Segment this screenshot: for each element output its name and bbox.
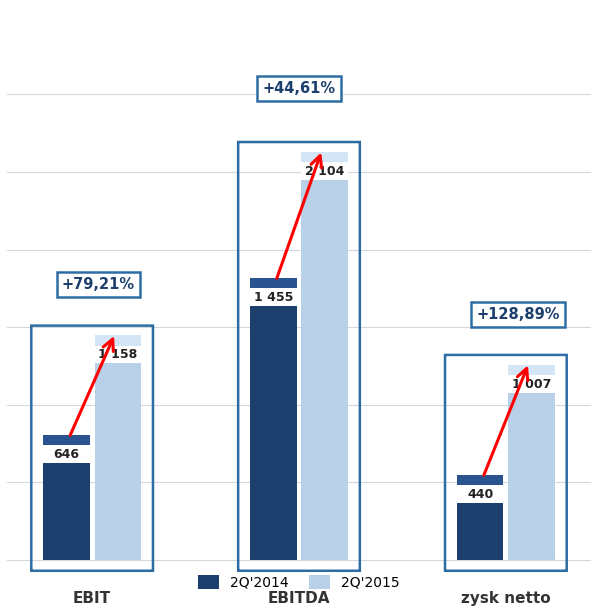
Bar [457,503,504,560]
Text: zysk netto: zysk netto [461,591,551,606]
Bar [508,393,554,560]
Bar [44,434,90,445]
Text: 1 007: 1 007 [512,378,551,390]
Text: 440: 440 [467,488,493,500]
Bar [457,485,504,503]
Bar [508,375,554,393]
Bar [94,335,141,346]
Bar [301,163,347,180]
Text: 1 158: 1 158 [98,348,138,361]
Bar [508,365,554,375]
Text: 2 104: 2 104 [305,164,344,178]
Bar [301,152,347,163]
Bar [44,463,90,560]
Text: 1 455: 1 455 [254,291,293,304]
Bar [251,306,297,560]
Bar [94,346,141,364]
Bar [301,180,347,560]
Bar [457,475,504,485]
Bar [44,445,90,463]
Bar [251,288,297,306]
Text: +44,61%: +44,61% [263,81,335,96]
Text: +79,21%: +79,21% [62,277,135,293]
Text: EBIT: EBIT [73,591,111,606]
Bar [251,277,297,288]
Legend: 2Q'2014, 2Q'2015: 2Q'2014, 2Q'2015 [193,569,405,596]
Text: EBITDA: EBITDA [268,591,330,606]
Text: +128,89%: +128,89% [476,307,560,321]
Bar [94,364,141,560]
Text: 646: 646 [54,448,80,461]
